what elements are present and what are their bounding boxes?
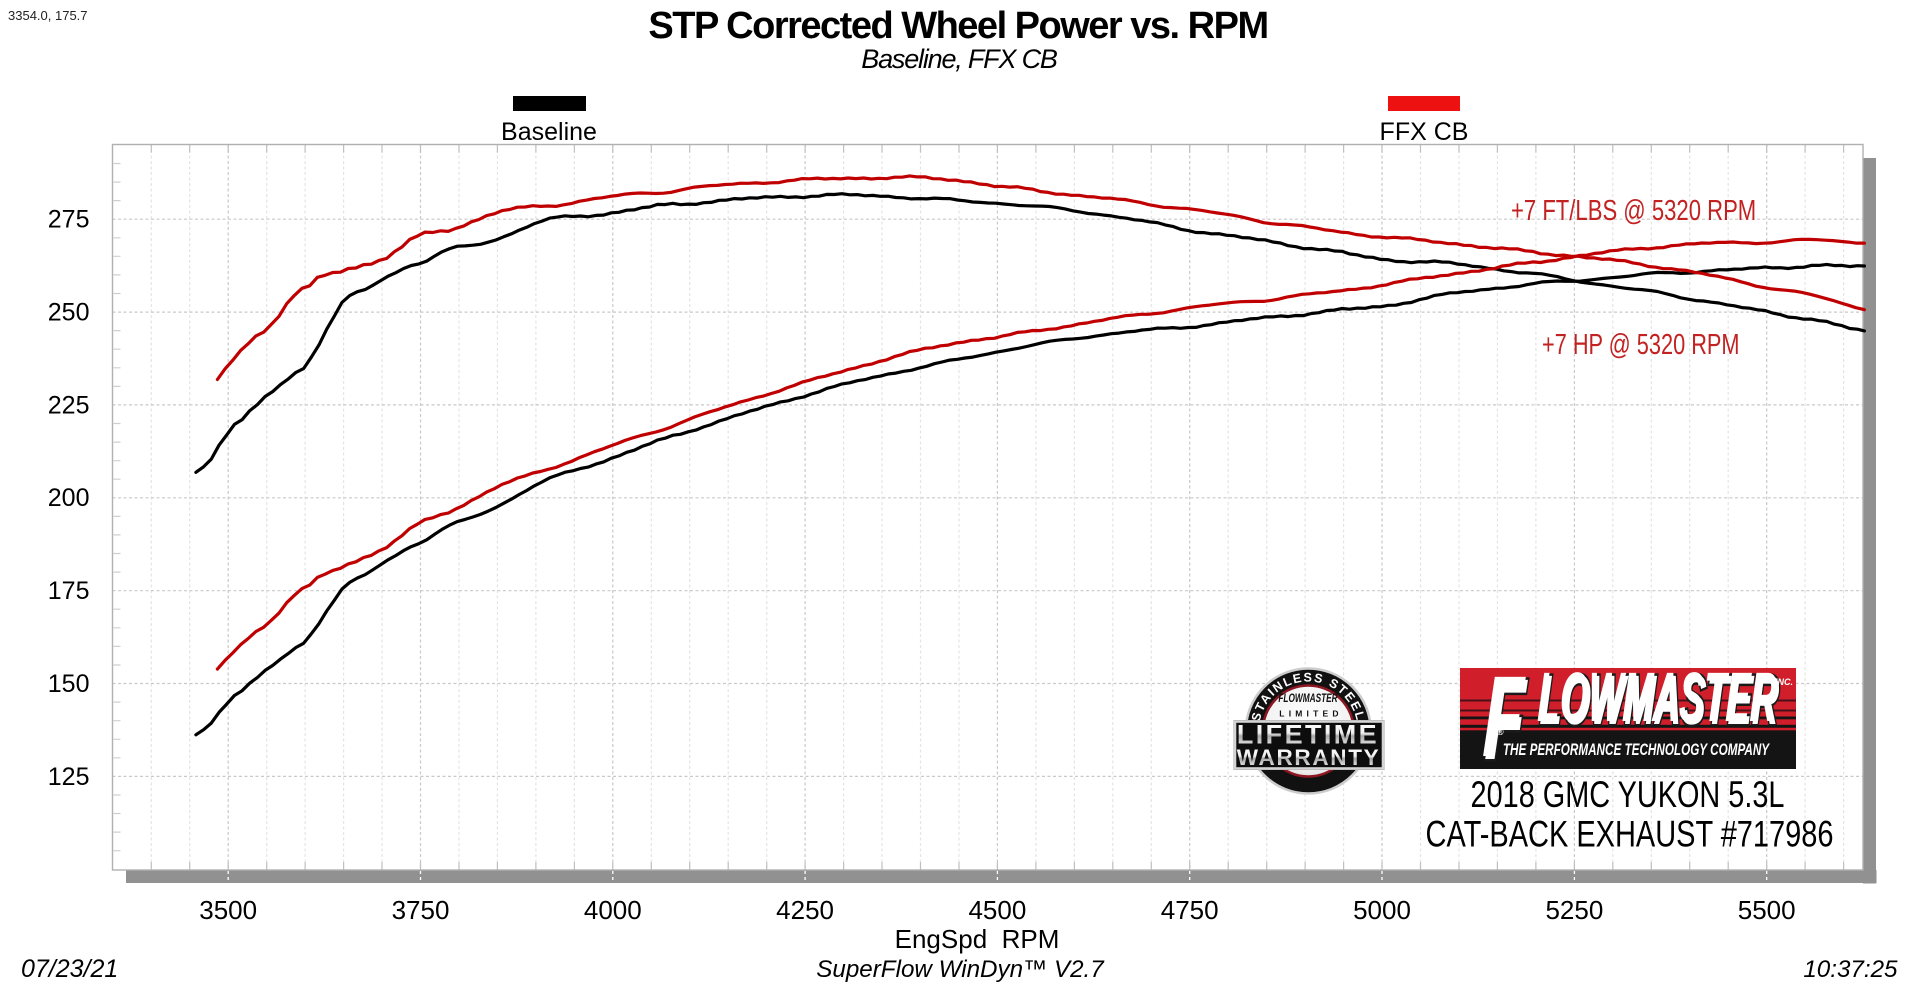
- svg-text:10:37:25: 10:37:25: [1803, 956, 1898, 983]
- svg-text:FLOWMASTER: FLOWMASTER: [1278, 693, 1338, 706]
- svg-text:LOWMASTER: LOWMASTER: [1539, 660, 1780, 739]
- svg-text:LOWMASTER: LOWMASTER: [1536, 657, 1777, 736]
- svg-text:EngSpd RPM: EngSpd RPM: [895, 924, 1060, 954]
- svg-text:+7 FT/LBS @ 5320 RPM: +7 FT/LBS @ 5320 RPM: [1511, 195, 1756, 226]
- svg-text:3750: 3750: [392, 895, 450, 925]
- svg-text:STP Corrected Wheel Power vs.: STP Corrected Wheel Power vs. RPM: [648, 5, 1267, 47]
- svg-text:200: 200: [48, 484, 90, 512]
- svg-text:4000: 4000: [584, 895, 642, 925]
- svg-text:F: F: [1483, 655, 1529, 783]
- svg-text:SuperFlow WinDyn™ V2.7: SuperFlow WinDyn™ V2.7: [816, 956, 1105, 983]
- svg-text:175: 175: [48, 577, 90, 605]
- svg-text:®: ®: [1497, 727, 1504, 737]
- svg-text:5000: 5000: [1353, 895, 1411, 925]
- svg-text:WARRANTY: WARRANTY: [1237, 745, 1381, 770]
- svg-text:225: 225: [48, 391, 90, 419]
- svg-text:5250: 5250: [1545, 895, 1603, 925]
- svg-text:Baseline, FFX CB: Baseline, FFX CB: [861, 44, 1058, 74]
- svg-text:4250: 4250: [776, 895, 834, 925]
- svg-text:FFX CB: FFX CB: [1380, 118, 1469, 146]
- svg-text:275: 275: [48, 206, 90, 234]
- svg-text:4500: 4500: [968, 895, 1026, 925]
- svg-text:150: 150: [48, 670, 90, 698]
- svg-text:5500: 5500: [1738, 895, 1796, 925]
- svg-text:3500: 3500: [199, 895, 257, 925]
- svg-text:CAT-BACK EXHAUST #717986: CAT-BACK EXHAUST #717986: [1426, 814, 1834, 855]
- svg-text:LIFETIME: LIFETIME: [1237, 720, 1379, 750]
- svg-text:LIMITED: LIMITED: [1279, 709, 1342, 719]
- svg-text:250: 250: [48, 299, 90, 327]
- svg-text:07/23/21: 07/23/21: [21, 955, 118, 983]
- svg-text:F: F: [1481, 652, 1527, 780]
- svg-text:2018 GMC YUKON 5.3L: 2018 GMC YUKON 5.3L: [1471, 775, 1785, 816]
- svg-text:125: 125: [48, 763, 90, 791]
- svg-text:3354.0, 175.7: 3354.0, 175.7: [8, 8, 88, 23]
- svg-text:THE PERFORMANCE TECHNOLOGY COM: THE PERFORMANCE TECHNOLOGY COMPANY: [1503, 741, 1770, 759]
- svg-text:+7 HP @ 5320 RPM: +7 HP @ 5320 RPM: [1542, 329, 1740, 361]
- svg-text:Baseline: Baseline: [501, 118, 597, 146]
- svg-text:4750: 4750: [1161, 895, 1219, 925]
- svg-text:INC.: INC.: [1775, 677, 1793, 687]
